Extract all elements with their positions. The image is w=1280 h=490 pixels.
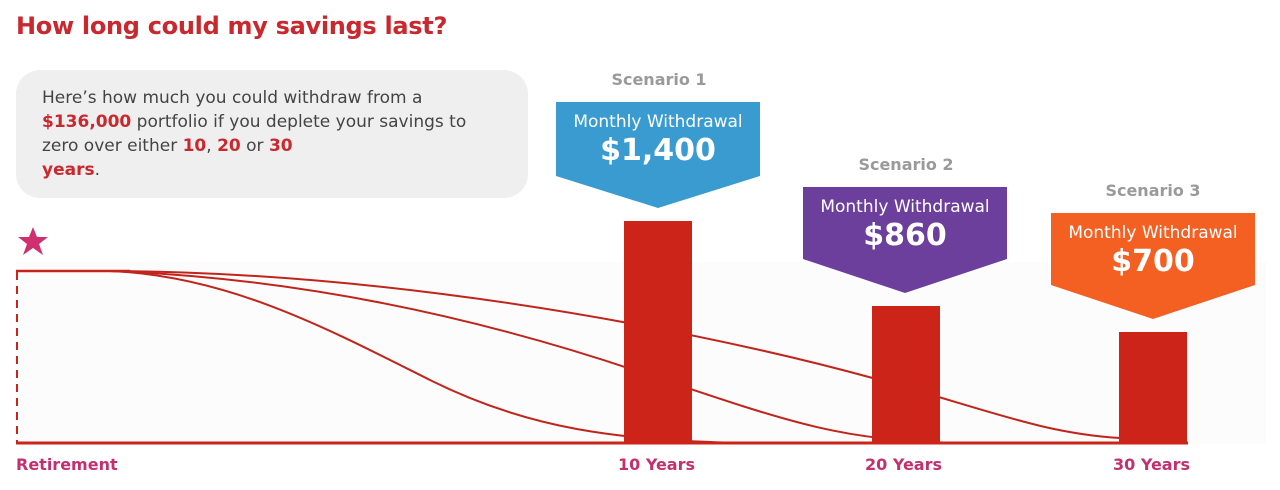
bar-30-years [1119,332,1187,444]
callout-amount: $700 [1111,244,1195,279]
separator: or [240,136,269,156]
intro-text: Here’s how much you could withdraw from … [42,88,423,108]
page-title: How long could my savings last? [16,12,448,40]
scenario-2-callout: Monthly Withdrawal $860 [803,187,1007,293]
callout-caption: Monthly Withdrawal [573,112,743,132]
years-word: years [42,160,95,180]
x-label-10-years: 10 Years [618,455,696,474]
scenario-2-label: Scenario 2 [858,155,954,174]
scenario-1-label: Scenario 1 [611,70,707,89]
callout-caption: Monthly Withdrawal [820,197,990,217]
bar-10-years [624,221,692,444]
years-30: 30 [268,136,293,156]
callout-shape [803,187,1007,293]
callout-amount: $1,400 [600,133,716,168]
curve-20-years [16,270,961,444]
star-icon [18,227,48,255]
years-10: 10 [182,136,207,156]
years-20: 20 [217,136,241,156]
x-label-retirement: Retirement [16,455,118,474]
callout-shape [1051,213,1255,319]
portfolio-amount: $136,000 [42,112,132,132]
scenario-1-callout: Monthly Withdrawal $1,400 [556,102,760,208]
x-label-30-years: 30 Years [1113,455,1191,474]
callout-caption: Monthly Withdrawal [1068,223,1238,243]
scenario-3-callout: Monthly Withdrawal $700 [1051,213,1255,319]
bar-20-years [872,306,940,444]
curve-30-years [16,270,1121,439]
callout-amount: $860 [863,218,947,253]
intro-bubble: Here’s how much you could withdraw from … [16,70,528,198]
separator: , [206,136,218,156]
x-label-20-years: 20 Years [865,455,943,474]
period: . [94,160,100,180]
scenario-3-label: Scenario 3 [1105,181,1201,200]
callout-shape [556,102,760,208]
intro-text: portfolio if you deplete your savings to… [42,112,467,156]
